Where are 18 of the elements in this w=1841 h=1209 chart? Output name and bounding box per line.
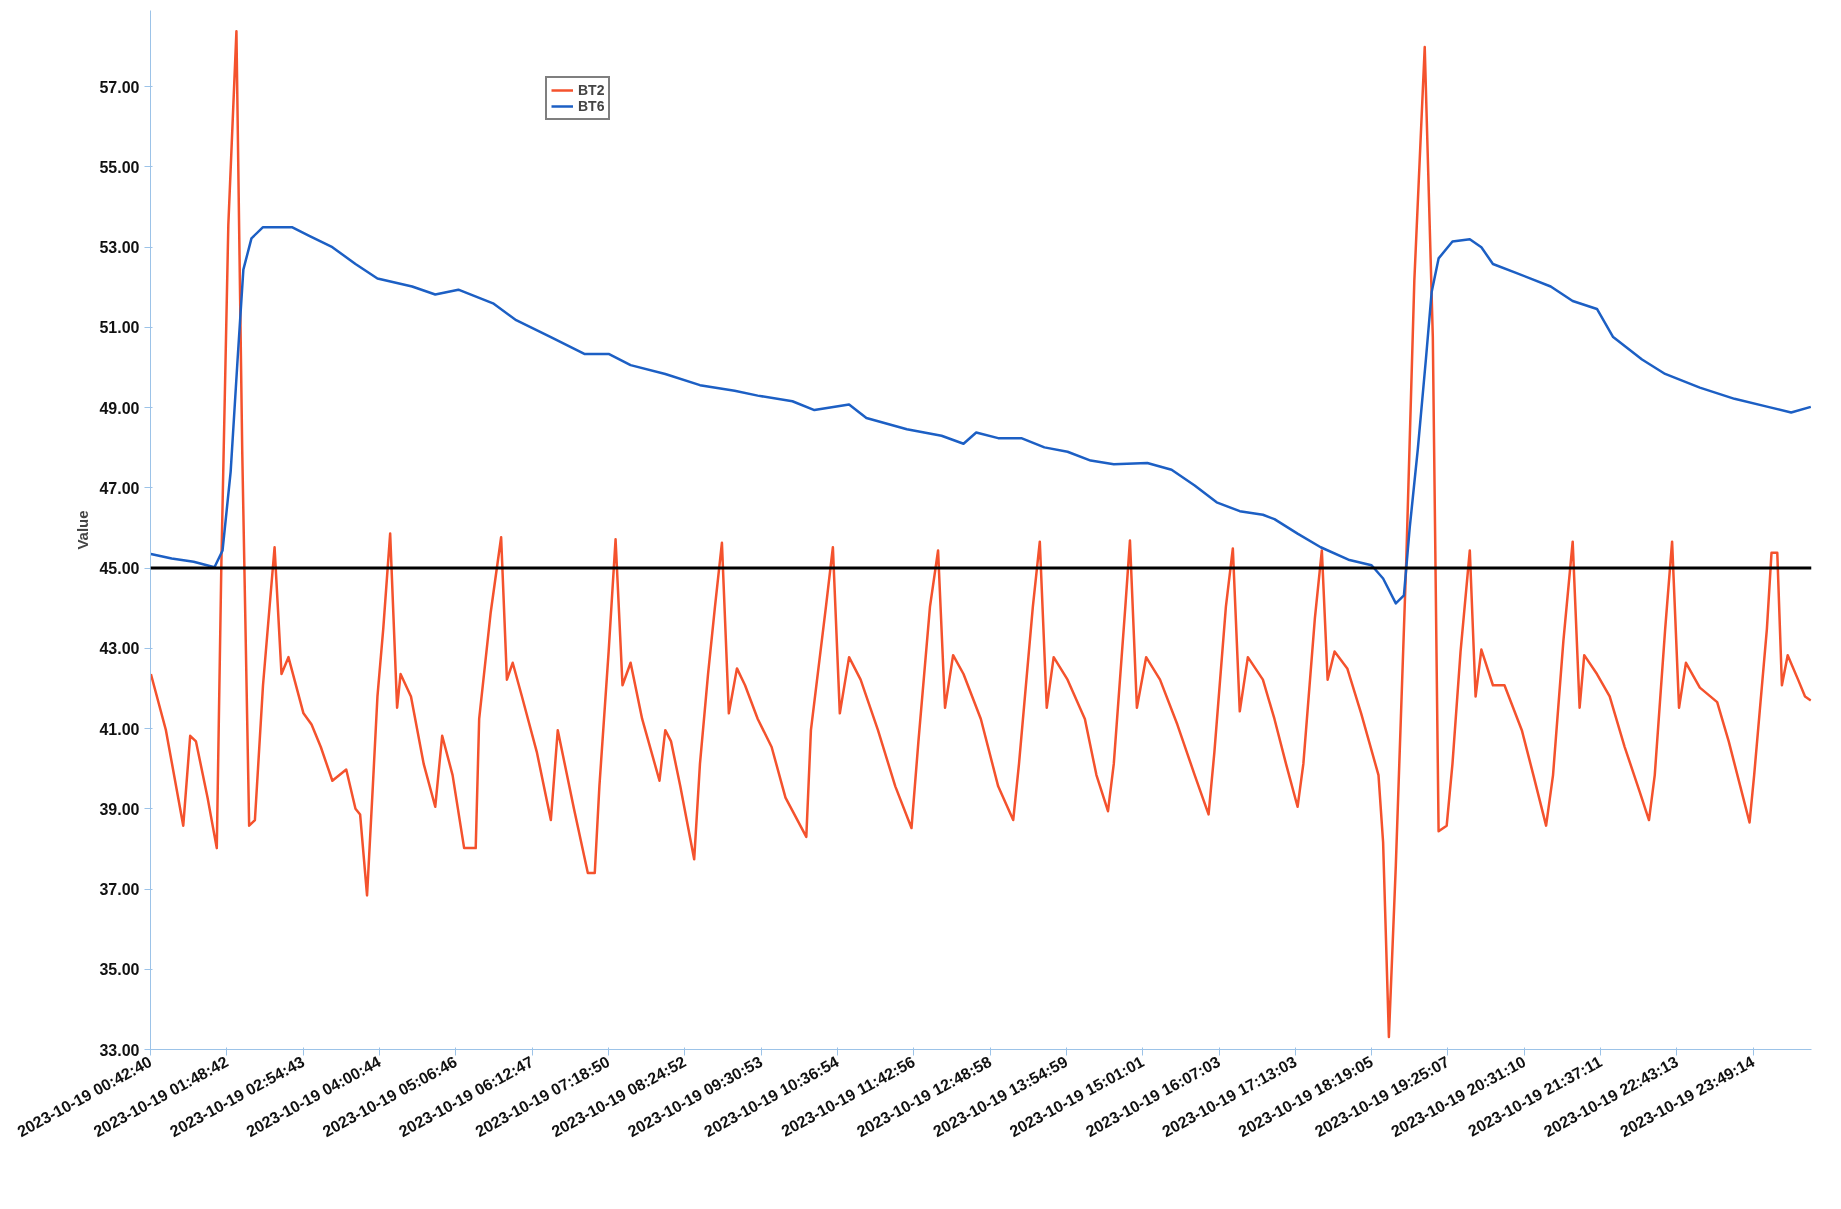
- y-tick-label: 55.00: [99, 158, 140, 176]
- y-tick-label: 41.00: [99, 720, 140, 738]
- y-tick-label: 43.00: [99, 640, 140, 658]
- y-axis-title: Value: [74, 510, 92, 550]
- legend-label: BT6: [578, 98, 605, 114]
- y-tick-label: 45.00: [99, 560, 140, 578]
- y-tick-label: 39.00: [99, 800, 140, 818]
- y-tick-label: 49.00: [99, 399, 140, 417]
- y-tick-label: 53.00: [99, 239, 140, 257]
- y-tick-label: 51.00: [99, 319, 140, 337]
- y-tick-label: 33.00: [99, 1041, 140, 1059]
- y-tick-label: 37.00: [99, 881, 140, 899]
- y-tick-label: 35.00: [99, 961, 140, 979]
- line-series: [150, 30, 1812, 1039]
- legend-label: BT2: [578, 82, 605, 98]
- line-series: [150, 225, 1812, 605]
- y-tick-label: 57.00: [99, 78, 140, 96]
- y-tick-label: 47.00: [99, 479, 140, 497]
